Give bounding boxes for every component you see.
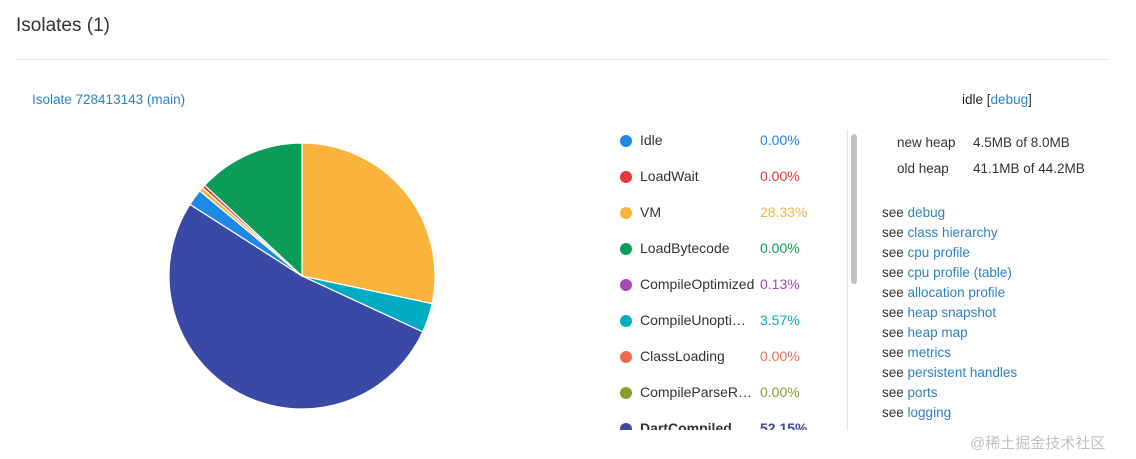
- legend-color-dot: [620, 279, 632, 291]
- see-prefix: see: [882, 245, 904, 260]
- legend-color-dot: [620, 351, 632, 363]
- legend-value: 0.00%: [760, 348, 800, 364]
- legend-item: ClassLoading 0.00%: [610, 342, 850, 378]
- legend-value: 28.33%: [760, 204, 808, 220]
- legend-item: CompileUnopti… 3.57%: [610, 306, 850, 342]
- legend-item: LoadBytecode 0.00%: [610, 234, 850, 270]
- legend-item: VM 28.33%: [610, 198, 850, 234]
- legend: Idle 0.00% LoadWait 0.00% VM 28.33% LoadByteco…: [610, 126, 850, 430]
- see-links-list: see debug see class hierarchy see cpu prof…: [882, 203, 1017, 423]
- legend-item: DartCompiled 52.15%: [610, 414, 850, 430]
- watermark: @稀土掘金技术社区: [970, 435, 1106, 452]
- legend-item: CompileParseR… 0.00%: [610, 378, 850, 414]
- legend-scrollbar[interactable]: [847, 130, 859, 430]
- legend-item: Idle 0.00%: [610, 126, 850, 162]
- page-title: Isolates (1): [16, 15, 110, 36]
- see-link[interactable]: heap snapshot: [907, 305, 997, 320]
- see-prefix: see: [882, 225, 904, 240]
- see-link[interactable]: allocation profile: [907, 285, 1006, 300]
- see-link-row: see persistent handles: [882, 363, 1017, 383]
- see-prefix: see: [882, 365, 904, 380]
- legend-color-dot: [620, 315, 632, 327]
- legend-color-dot: [620, 423, 632, 430]
- legend-item: LoadWait 0.00%: [610, 162, 850, 198]
- divider: [16, 59, 1108, 60]
- see-link[interactable]: debug: [907, 205, 946, 220]
- see-prefix: see: [882, 345, 904, 360]
- legend-value: 52.15%: [760, 420, 808, 430]
- pie-slice[interactable]: [168, 203, 424, 410]
- legend-label: DartCompiled: [640, 420, 732, 430]
- legend-label: CompileParseR…: [640, 384, 753, 400]
- isolate-link[interactable]: Isolate 728413143 (main): [32, 92, 186, 107]
- bracket-close: ]: [1028, 92, 1032, 107]
- legend-value: 0.00%: [760, 132, 800, 148]
- see-link[interactable]: persistent handles: [907, 365, 1018, 380]
- see-link-row: see logging: [882, 403, 1017, 423]
- see-link-row: see cpu profile: [882, 243, 1017, 263]
- see-link-row: see heap map: [882, 323, 1017, 343]
- see-link[interactable]: ports: [907, 385, 938, 400]
- legend-label: LoadBytecode: [640, 240, 730, 256]
- debug-link[interactable]: debug: [990, 92, 1029, 107]
- see-link-row: see heap snapshot: [882, 303, 1017, 323]
- see-link[interactable]: heap map: [907, 325, 968, 340]
- legend-label: CompileOptimized: [640, 276, 755, 292]
- bracket-open: [: [986, 92, 991, 107]
- legend-value: 0.00%: [760, 240, 800, 256]
- see-prefix: see: [882, 385, 904, 400]
- legend-color-dot: [620, 135, 632, 147]
- see-prefix: see: [882, 305, 904, 320]
- see-link-row: see class hierarchy: [882, 223, 1017, 243]
- old-heap-value: 41.1MB of 44.2MB: [973, 161, 1085, 176]
- legend-color-dot: [620, 171, 632, 183]
- see-prefix: see: [882, 285, 904, 300]
- scrollbar-track-line: [847, 130, 848, 430]
- new-heap-label: new heap: [897, 135, 956, 150]
- legend-value: 3.57%: [760, 312, 800, 328]
- legend-label: VM: [640, 204, 661, 220]
- see-link[interactable]: cpu profile: [907, 245, 970, 260]
- see-link-row: see metrics: [882, 343, 1017, 363]
- state-label: idle: [962, 92, 984, 107]
- see-prefix: see: [882, 405, 904, 420]
- see-link[interactable]: class hierarchy: [907, 225, 998, 240]
- see-prefix: see: [882, 205, 904, 220]
- see-link[interactable]: cpu profile (table): [907, 265, 1012, 280]
- legend-value: 0.00%: [760, 168, 800, 184]
- see-link-row: see debug: [882, 203, 1017, 223]
- legend-color-dot: [620, 243, 632, 255]
- new-heap-value: 4.5MB of 8.0MB: [973, 135, 1070, 150]
- isolate-state: idle [debug]: [962, 92, 1032, 107]
- legend-label: LoadWait: [640, 168, 699, 184]
- pie-slice[interactable]: [203, 142, 303, 278]
- legend-label: CompileUnopti…: [640, 312, 746, 328]
- see-prefix: see: [882, 265, 904, 280]
- pie-chart: [168, 142, 436, 410]
- scrollbar-thumb[interactable]: [851, 134, 857, 284]
- legend-value: 0.13%: [760, 276, 800, 292]
- old-heap-label: old heap: [897, 161, 949, 176]
- legend-label: ClassLoading: [640, 348, 725, 364]
- legend-value: 0.00%: [760, 384, 800, 400]
- see-link-row: see ports: [882, 383, 1017, 403]
- see-link[interactable]: logging: [907, 405, 952, 420]
- see-prefix: see: [882, 325, 904, 340]
- legend-item: CompileOptimized 0.13%: [610, 270, 850, 306]
- see-link-row: see allocation profile: [882, 283, 1017, 303]
- legend-label: Idle: [640, 132, 663, 148]
- legend-color-dot: [620, 387, 632, 399]
- legend-color-dot: [620, 207, 632, 219]
- see-link[interactable]: metrics: [907, 345, 952, 360]
- see-link-row: see cpu profile (table): [882, 263, 1017, 283]
- pie-slice[interactable]: [301, 142, 436, 305]
